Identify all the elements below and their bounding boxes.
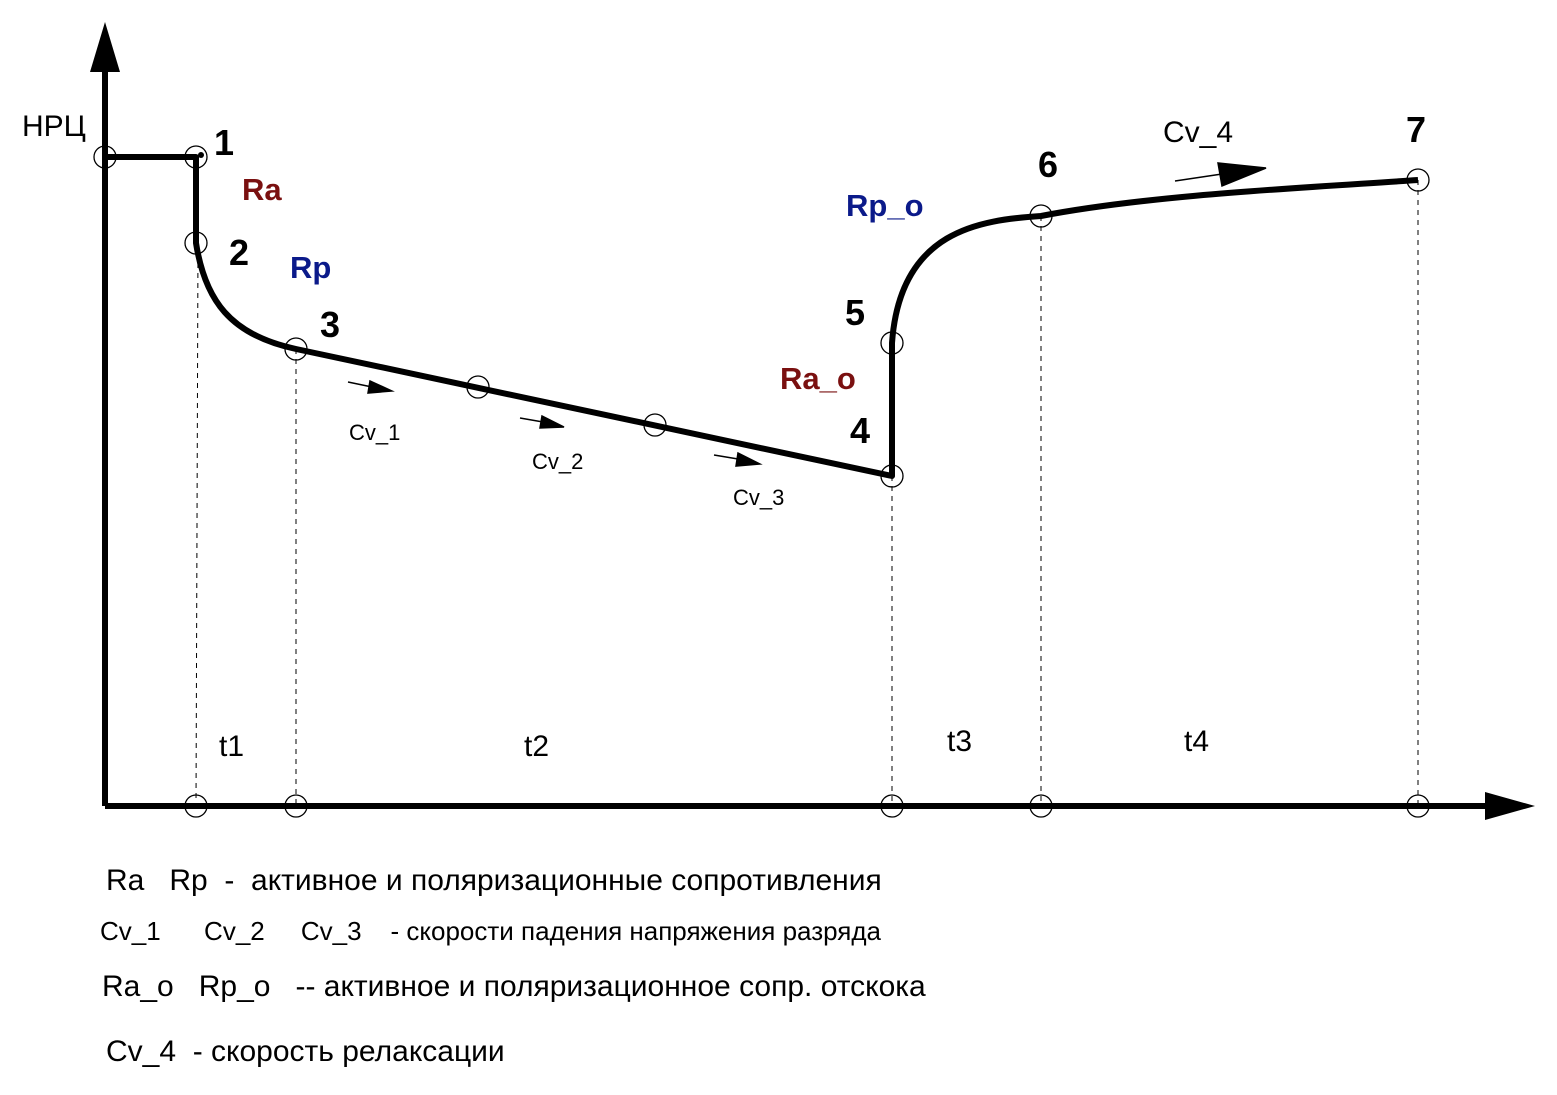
label-cv3: Cv_3 [733,485,784,510]
marker-axis-t3-start [880,794,904,818]
marker-6 [1029,204,1053,228]
arrow-cv2-head [539,414,565,429]
point-label-4: 4 [850,410,870,451]
label-t2: t2 [524,730,549,763]
label-rp-o: Rp_o [846,188,924,223]
point-1-dot [198,152,204,158]
marker-hrc [93,145,117,169]
arrow-cv1-head [367,379,395,394]
speed-arrows [347,162,1267,467]
point-label-7: 7 [1406,109,1426,150]
marker-mid-a [466,375,490,399]
y-axis-arrow [90,22,120,72]
legend-line-relaxation: Cv_4 - скорость релаксации [106,1035,505,1068]
marker-4 [880,464,904,488]
legend-line-resistances: Ra Rp - активное и поляризационные сопро… [106,864,882,897]
dashed-guides [195,180,1419,807]
marker-1 [184,145,208,169]
label-rp: Rp [290,250,331,285]
arrow-cv2-shaft [519,417,544,423]
marker-mid-b [643,413,667,437]
marker-3 [284,337,308,361]
label-t3: t3 [947,725,972,758]
point-label-2: 2 [229,232,249,273]
marker-7 [1406,168,1430,192]
point-label-3: 3 [320,304,340,345]
legend-line-rebound: Ra_o Rp_o -- активное и поляризационное … [102,970,926,1003]
label-t4: t4 [1184,725,1209,758]
point-label-5: 5 [845,292,865,333]
marker-axis-t4-start [1029,794,1053,818]
voltage-curve [105,154,1419,479]
label-cv2: Cv_2 [532,449,583,474]
arrow-cv3-head [735,451,763,467]
marker-axis-t1-end [284,794,308,818]
guide-t1-start [195,242,199,807]
x-axis-arrow [1485,792,1535,820]
label-cv1: Cv_1 [349,420,400,445]
label-t1: t1 [219,730,244,763]
point-label-1: 1 [214,122,234,163]
markers [93,145,1430,818]
point-label-6: 6 [1038,144,1058,185]
marker-2 [184,231,208,255]
label-cv4: Cv_4 [1163,116,1233,149]
y-axis-label: НРЦ [22,110,86,143]
arrow-cv1-shaft [347,381,373,388]
marker-5 [880,331,904,355]
arrow-cv4-head [1217,162,1267,188]
marker-axis-t1-start [184,794,208,818]
arrow-cv4-shaft [1174,173,1223,182]
marker-axis-t4-end [1406,794,1430,818]
arrow-cv3-shaft [713,454,739,460]
label-ra-o: Ra_o [780,361,856,396]
label-ra: Ra [242,172,282,207]
legend-line-speeds: Cv_1 Cv_2 Cv_3 - скорости падения напряж… [100,916,881,946]
